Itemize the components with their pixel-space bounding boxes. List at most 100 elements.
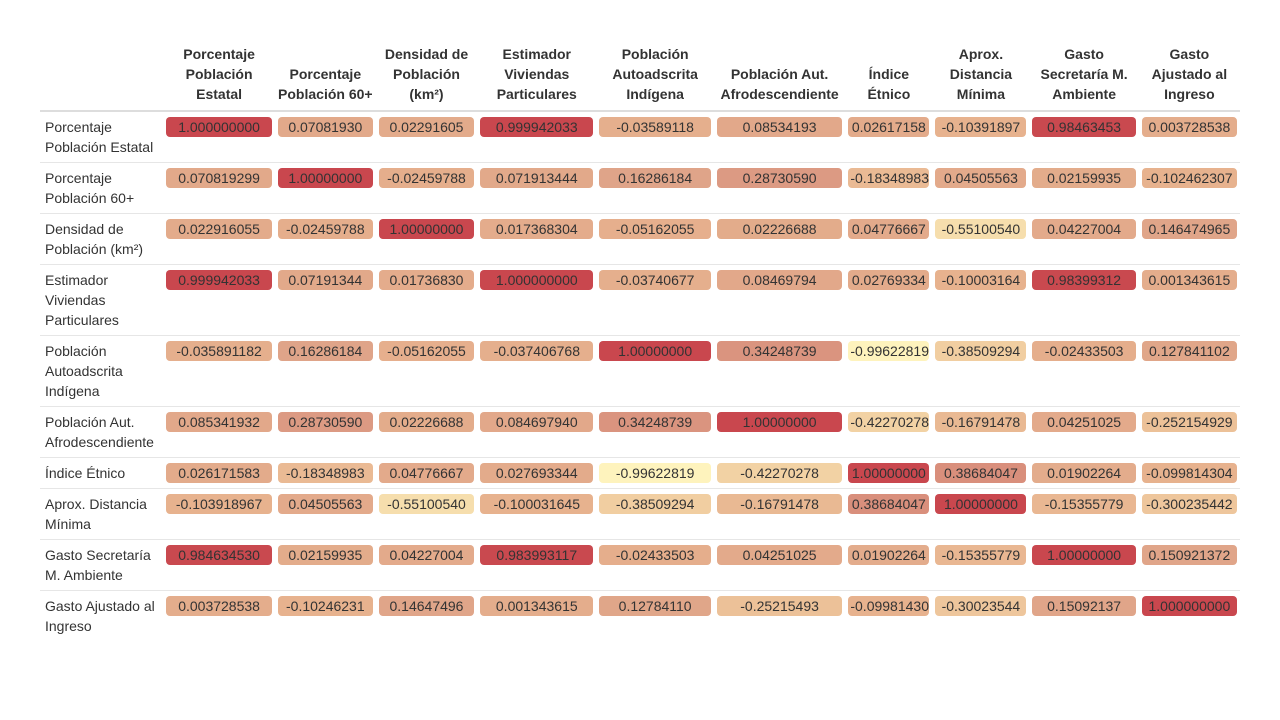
cell-value: 0.02226688	[378, 412, 475, 432]
cell-value: 0.001343615	[1141, 270, 1237, 290]
heatmap-cell: 0.999942033	[477, 110, 597, 163]
corner-header	[40, 42, 164, 112]
cell-value: -0.10246231	[277, 596, 373, 616]
heatmap-cell: 0.02226688	[375, 406, 478, 458]
heatmap-cell: 0.127841102	[1138, 335, 1240, 407]
heatmap-cell: -0.037406768	[477, 335, 597, 407]
heatmap-cell: 0.04505563	[274, 488, 376, 540]
cell-value: 0.01736830	[378, 270, 475, 290]
cell-value: 0.04227004	[378, 545, 475, 565]
heatmap-cell: -0.035891182	[163, 335, 275, 407]
heatmap-cell: 0.02769334	[845, 264, 933, 336]
cell-value: 0.999942033	[480, 117, 594, 137]
cell-value: 1.000000000	[166, 117, 272, 137]
heatmap-cell: 1.00000000	[375, 213, 478, 265]
heatmap-cell: 0.01902264	[845, 539, 933, 591]
heatmap-cell: -0.10003164	[932, 264, 1030, 336]
row-header: Porcentaje Población Estatal	[40, 110, 164, 163]
cell-value: 0.003728538	[166, 596, 272, 616]
table-row: Aprox. Distancia Mínima -0.103918967 0.045…	[40, 488, 1240, 540]
table-row: Gasto Ajustado al Ingreso 0.003728538 -0.1…	[40, 590, 1240, 641]
heatmap-cell: 0.999942033	[163, 264, 275, 336]
heatmap-cell: -0.252154929	[1138, 406, 1240, 458]
heatmap-cell: 0.070819299	[163, 162, 275, 214]
cell-value: -0.38509294	[935, 341, 1027, 361]
cell-value: 1.00000000	[378, 219, 475, 239]
cell-value: -0.03740677	[599, 270, 711, 290]
column-header: Estimador Viviendas Particulares	[477, 42, 597, 112]
heatmap-cell: 0.14647496	[375, 590, 478, 641]
cell-value: 0.001343615	[480, 596, 594, 616]
cell-value: -0.300235442	[1141, 494, 1237, 514]
heatmap-cell: 0.04505563	[932, 162, 1030, 214]
heatmap-cell: -0.99622819	[596, 457, 714, 489]
cell-value: 0.34248739	[716, 341, 843, 361]
correlation-table: Porcentaje Población Estatal Porcentaje P…	[40, 42, 1240, 641]
cell-value: 0.12784110	[599, 596, 711, 616]
cell-value: -0.25215493	[716, 596, 843, 616]
heatmap-cell: 0.16286184	[596, 162, 714, 214]
cell-value: 0.34248739	[599, 412, 711, 432]
heatmap-cell: 1.00000000	[713, 406, 846, 458]
cell-value: 1.00000000	[935, 494, 1027, 514]
cell-value: 0.02617158	[848, 117, 930, 137]
cell-value: -0.10003164	[935, 270, 1027, 290]
cell-value: -0.05162055	[378, 341, 475, 361]
table-row: Índice Étnico 0.026171583 -0.18348983 0.047…	[40, 457, 1240, 489]
cell-value: 0.28730590	[277, 412, 373, 432]
cell-value: 0.02291605	[378, 117, 475, 137]
heatmap-cell: 0.38684047	[845, 488, 933, 540]
cell-value: -0.10391897	[935, 117, 1027, 137]
cell-value: -0.02433503	[599, 545, 711, 565]
heatmap-cell: 0.003728538	[1138, 110, 1240, 163]
heatmap-cell: 0.04227004	[375, 539, 478, 591]
cell-value: 0.983993117	[480, 545, 594, 565]
heatmap-cell: 1.00000000	[932, 488, 1030, 540]
row-header: Estimador Viviendas Particulares	[40, 264, 164, 336]
table-row: Porcentaje Población 60+ 0.070819299 1.000…	[40, 162, 1240, 214]
cell-value: 0.04251025	[1032, 412, 1136, 432]
cell-value: 0.08469794	[716, 270, 843, 290]
heatmap-cell: 0.02226688	[713, 213, 846, 265]
heatmap-cell: -0.15355779	[1029, 488, 1139, 540]
heatmap-cell: 0.146474965	[1138, 213, 1240, 265]
cell-value: -0.99622819	[599, 463, 711, 483]
heatmap-cell: 0.28730590	[713, 162, 846, 214]
heatmap-cell: 0.001343615	[477, 590, 597, 641]
heatmap-cell: 0.15092137	[1029, 590, 1139, 641]
cell-value: 0.38684047	[848, 494, 930, 514]
cell-value: -0.16791478	[716, 494, 843, 514]
heatmap-cell: -0.16791478	[932, 406, 1030, 458]
heatmap-cell: -0.02433503	[1029, 335, 1139, 407]
cell-value: 0.02769334	[848, 270, 930, 290]
cell-value: 0.04227004	[1032, 219, 1136, 239]
heatmap-cell: 0.02291605	[375, 110, 478, 163]
heatmap-cell: -0.099814304	[1138, 457, 1240, 489]
cell-value: 1.000000000	[480, 270, 594, 290]
heatmap-cell: 0.04251025	[1029, 406, 1139, 458]
column-header: Aprox. Distancia Mínima	[932, 42, 1030, 112]
cell-value: 0.984634530	[166, 545, 272, 565]
row-header: Población Aut. Afrodescendiente	[40, 406, 164, 458]
heatmap-cell: -0.10246231	[274, 590, 376, 641]
cell-value: -0.42270278	[848, 412, 930, 432]
cell-value: -0.99622819	[848, 341, 930, 361]
heatmap-cell: 0.02159935	[1029, 162, 1139, 214]
cell-value: -0.02433503	[1032, 341, 1136, 361]
heatmap-cell: -0.09981430	[845, 590, 933, 641]
cell-value: 0.01902264	[848, 545, 930, 565]
heatmap-cell: -0.42270278	[845, 406, 933, 458]
heatmap-cell: 0.027693344	[477, 457, 597, 489]
heatmap-cell: 1.000000000	[163, 110, 275, 163]
cell-value: 0.003728538	[1141, 117, 1237, 137]
cell-value: 1.00000000	[277, 168, 373, 188]
cell-value: 0.127841102	[1141, 341, 1237, 361]
cell-value: -0.18348983	[277, 463, 373, 483]
heatmap-cell: -0.18348983	[274, 457, 376, 489]
heatmap-cell: -0.03740677	[596, 264, 714, 336]
heatmap-cell: 0.02617158	[845, 110, 933, 163]
cell-value: -0.252154929	[1141, 412, 1237, 432]
heatmap-cell: -0.99622819	[845, 335, 933, 407]
heatmap-cell: 1.00000000	[596, 335, 714, 407]
column-header: Población Autoadscrita Indígena	[596, 42, 714, 112]
